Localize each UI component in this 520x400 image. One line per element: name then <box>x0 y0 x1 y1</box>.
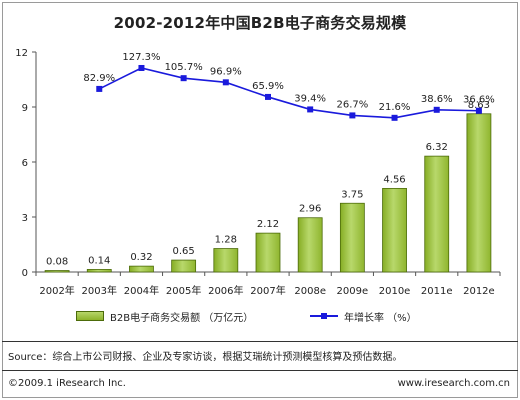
bar <box>86 269 112 273</box>
bar-value-label: 0.65 <box>173 246 195 257</box>
bar-value-label: 0.32 <box>130 252 152 263</box>
bar <box>129 265 154 273</box>
growth-rate-label: 96.9% <box>210 66 242 77</box>
bar <box>44 270 70 273</box>
growth-rate-marker <box>265 93 271 100</box>
x-tick-label: 2007年 <box>250 284 285 297</box>
chart-title: 2002-2012年中国B2B电子商务交易规模 <box>113 14 407 32</box>
x-tick-label: 2011e <box>421 286 453 297</box>
x-tick-label: 2006年 <box>208 284 243 297</box>
x-tick-label: 2004年 <box>124 284 159 297</box>
bar <box>339 202 365 273</box>
legend-line-swatch <box>310 311 338 321</box>
x-tick-label: 2005年 <box>166 284 201 297</box>
bar-value-label: 0.14 <box>88 255 110 266</box>
growth-rate-label: 26.7% <box>336 99 368 110</box>
x-tick-label: 2003年 <box>82 284 117 297</box>
bar <box>255 232 281 273</box>
growth-rate-label: 39.4% <box>294 93 326 104</box>
bar <box>213 248 239 273</box>
growth-rate-label: 36.6% <box>463 95 495 106</box>
bar-value-label: 4.56 <box>383 174 405 185</box>
bar <box>297 217 323 273</box>
legend-line-label: 年增长率 （%） <box>344 312 417 324</box>
website-text: www.iresearch.com.cn <box>397 378 510 389</box>
x-tick-label: 2008e <box>294 286 326 297</box>
bar <box>466 113 492 273</box>
x-tick-label: 2012e <box>463 286 495 297</box>
growth-rate-label: 82.9% <box>83 73 115 84</box>
bar <box>171 259 197 273</box>
x-tick-label: 2009e <box>337 286 369 297</box>
growth-rate-label: 65.9% <box>252 81 284 92</box>
growth-rate-label: 127.3% <box>122 52 160 63</box>
source-note: Source：综合上市公司财报、企业及专家访谈，根据艾瑞统计预测模型核算及预估数… <box>8 352 403 363</box>
bar-value-label: 2.96 <box>299 204 321 215</box>
y-tick-label: 6 <box>22 158 28 169</box>
legend-bar-label: B2B电子商务交易额 （万亿元） <box>110 312 254 324</box>
growth-rate-label: 38.6% <box>421 94 453 105</box>
y-tick-label: 12 <box>15 48 28 59</box>
y-tick-label: 3 <box>22 213 28 224</box>
source-top-rule <box>2 341 518 342</box>
x-tick-label: 2002年 <box>39 284 74 297</box>
growth-rate-marker <box>349 112 356 119</box>
x-tick-label: 2010e <box>379 286 411 297</box>
copyright-text: ©2009.1 iResearch Inc. <box>8 378 126 389</box>
growth-rate-marker <box>96 85 103 92</box>
bar-value-label: 0.08 <box>46 257 68 268</box>
growth-rate-marker <box>138 64 145 71</box>
growth-rate-label: 21.6% <box>379 102 411 113</box>
growth-rate-label: 105.7% <box>165 62 203 73</box>
bar <box>382 187 407 273</box>
legend-item-bar: B2B电子商务交易额 （万亿元） <box>76 308 253 324</box>
growth-rate-marker <box>391 114 398 121</box>
y-tick-label: 9 <box>22 103 28 114</box>
bar-value-label: 3.75 <box>341 189 363 200</box>
y-tick-label: 0 <box>22 268 28 279</box>
legend-bar-swatch <box>76 311 104 321</box>
growth-rate-marker <box>307 106 314 113</box>
growth-rate-line <box>98 67 479 119</box>
footer-rule <box>2 370 518 371</box>
growth-rate-marker <box>433 106 440 113</box>
bar-value-label: 8.63 <box>468 100 490 111</box>
growth-rate-marker <box>475 107 482 114</box>
bar <box>424 155 450 273</box>
bar-value-label: 6.32 <box>426 142 448 153</box>
bar-value-label: 2.12 <box>257 219 279 230</box>
growth-rate-marker <box>180 75 187 82</box>
legend-item-line: 年增长率 （%） <box>310 308 417 324</box>
growth-rate-marker <box>222 79 229 86</box>
bar-value-label: 1.28 <box>215 235 237 246</box>
